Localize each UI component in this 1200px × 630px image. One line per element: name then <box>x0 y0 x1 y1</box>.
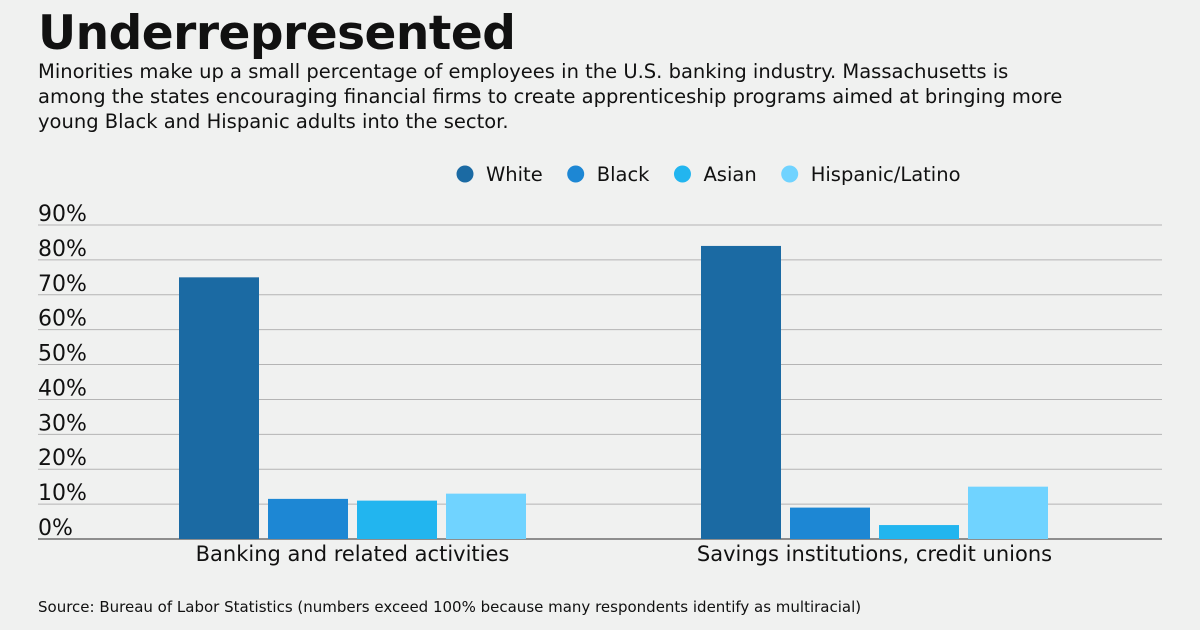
legend-label: White <box>486 163 543 186</box>
y-tick-label: 80% <box>38 237 87 262</box>
legend-label: Hispanic/Latino <box>811 163 961 186</box>
y-tick-label: 10% <box>38 481 87 506</box>
legend-marker <box>673 165 691 183</box>
chart-subtitle: Minorities make up a small percentage of… <box>38 59 1178 134</box>
chart-title: Underrepresented <box>38 6 516 61</box>
y-tick-label: 50% <box>38 342 87 367</box>
legend-marker <box>567 165 585 183</box>
y-tick-label: 0% <box>38 516 73 541</box>
subtitle-line-1: Minorities make up a small percentage of… <box>38 60 1009 83</box>
legend-marker <box>781 165 799 183</box>
bar <box>446 493 526 539</box>
bar <box>357 500 437 539</box>
y-tick-label: 90% <box>38 202 87 227</box>
bar <box>701 245 781 539</box>
legend-label: Black <box>597 163 650 186</box>
bar <box>879 525 959 539</box>
x-category-label: Banking and related activities <box>196 542 510 566</box>
legend-label: Asian <box>703 163 756 186</box>
bar <box>790 507 870 539</box>
y-tick-label: 70% <box>38 272 87 297</box>
bar <box>968 486 1048 539</box>
y-tick-label: 60% <box>38 307 87 332</box>
y-tick-label: 20% <box>38 446 87 471</box>
source-note: Source: Bureau of Labor Statistics (numb… <box>38 598 862 616</box>
subtitle-line-3: young Black and Hispanic adults into the… <box>38 110 509 133</box>
y-tick-label: 30% <box>38 411 87 436</box>
x-category-label: Savings institutions, credit unions <box>697 542 1052 566</box>
bar <box>179 277 259 539</box>
subtitle-line-2: among the states encouraging financial f… <box>38 85 1063 108</box>
y-tick-label: 40% <box>38 376 87 401</box>
bar <box>268 498 348 539</box>
legend-marker <box>456 165 474 183</box>
